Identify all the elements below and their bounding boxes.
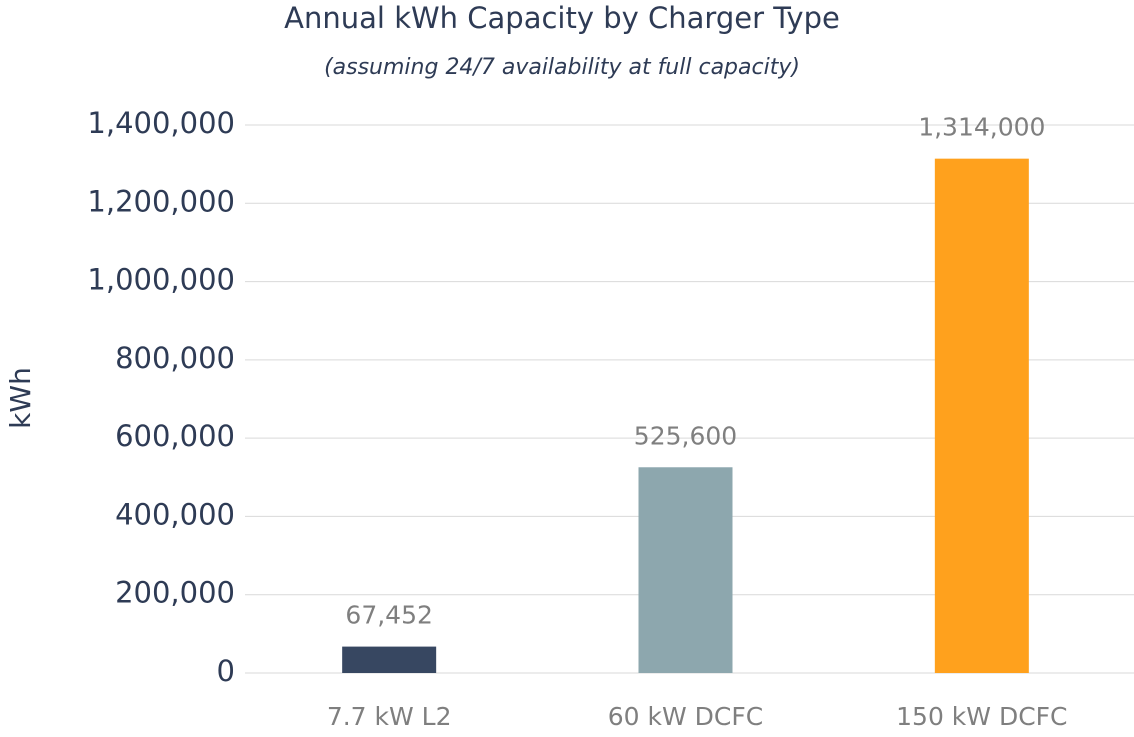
y-tick-label: 800,000 (115, 341, 235, 375)
bar (934, 158, 1029, 674)
x-tick-label: 7.7 kW L2 (327, 702, 452, 731)
bar (342, 646, 437, 673)
data-label: 67,452 (345, 601, 432, 630)
y-tick-label: 1,200,000 (87, 184, 235, 218)
data-label: 1,314,000 (918, 113, 1045, 142)
x-tick-label: 60 kW DCFC (608, 702, 763, 731)
chart-title: Annual kWh Capacity by Charger Type (284, 1, 840, 35)
bar (638, 467, 733, 673)
y-tick-label: 200,000 (115, 576, 235, 610)
y-tick-label: 1,400,000 (87, 106, 235, 140)
y-tick-label: 400,000 (115, 497, 235, 531)
data-label: 525,600 (634, 421, 737, 450)
chart-subtitle: (assuming 24/7 availability at full capa… (324, 55, 800, 80)
y-tick-label: 600,000 (115, 419, 235, 453)
y-axis-label: kWh (4, 367, 37, 429)
y-tick-label: 1,000,000 (87, 263, 235, 297)
x-tick-label: 150 kW DCFC (896, 702, 1067, 731)
y-tick-label: 0 (217, 654, 235, 688)
